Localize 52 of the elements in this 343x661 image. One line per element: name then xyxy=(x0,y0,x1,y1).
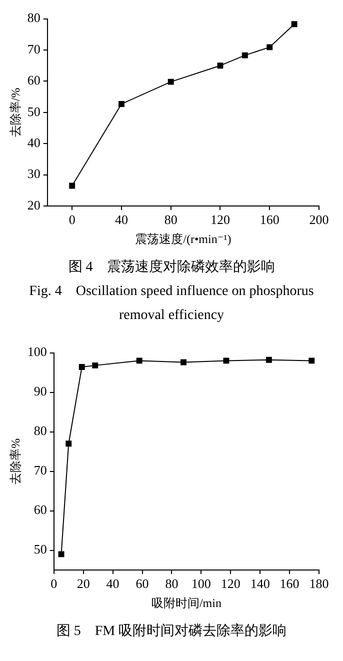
x-tick-label: 120 xyxy=(220,576,240,592)
y-tick-label: 70 xyxy=(34,462,47,478)
x-tick-label: 40 xyxy=(106,576,120,592)
x-tick-label: 140 xyxy=(250,576,270,592)
y-tick-label: 50 xyxy=(34,542,47,557)
y-tick-label: 50 xyxy=(27,104,40,119)
x-tick-label: 160 xyxy=(280,576,300,592)
point xyxy=(69,182,76,189)
y-tick-label: 30 xyxy=(27,166,40,182)
x-tick-label: 60 xyxy=(136,576,149,592)
point xyxy=(308,358,315,364)
y-tick-label: 80 xyxy=(27,10,40,26)
x-tick-label: 200 xyxy=(309,212,329,228)
caption: Fig. 4 Oscillation speed influence on phosphorus removal efficiency xyxy=(28,283,315,325)
y-axis-title: 去除率/% xyxy=(8,88,22,138)
x-tick-label: 20 xyxy=(76,576,90,592)
caption: 图 4 震荡速度对除磷效率的影响 xyxy=(67,258,276,277)
y-tick-label: 40 xyxy=(27,135,40,150)
point xyxy=(58,551,64,558)
x-tick-label: 0 xyxy=(50,576,58,592)
x-axis-title: 吸附时间/min xyxy=(151,596,222,610)
y-tick-label: 70 xyxy=(27,41,40,56)
x-tick-label: 0 xyxy=(68,212,76,228)
point xyxy=(118,101,124,107)
point xyxy=(92,362,98,368)
y-tick-label: 20 xyxy=(27,197,40,212)
x-tick-label: 100 xyxy=(191,576,211,592)
point xyxy=(223,358,230,364)
y-tick-label: 90 xyxy=(34,384,47,399)
y-tick-label: 60 xyxy=(27,72,40,88)
x-tick-label: 40 xyxy=(114,212,128,228)
y-tick-label: 80 xyxy=(34,423,47,438)
y-axis-title: 去除率% xyxy=(8,438,22,484)
point xyxy=(291,21,298,28)
point xyxy=(217,62,224,69)
x-tick-label: 80 xyxy=(165,576,178,592)
x-tick-label: 160 xyxy=(260,212,280,228)
x-tick-label: 80 xyxy=(164,212,178,228)
caption: 图 5 FM 吸附时间对磷去除率的影响 xyxy=(55,622,288,641)
x-tick-label: 120 xyxy=(210,212,230,228)
point xyxy=(180,359,186,366)
y-tick-label: 60 xyxy=(34,502,47,518)
point xyxy=(136,358,142,364)
point xyxy=(66,440,72,447)
x-axis-title: 震荡速度/(r•min⁻¹) xyxy=(135,232,232,246)
point xyxy=(168,78,174,85)
point xyxy=(266,356,272,363)
x-tick-label: 180 xyxy=(309,576,329,592)
point xyxy=(242,52,248,58)
point xyxy=(78,364,85,370)
point xyxy=(266,44,273,50)
y-tick-label: 100 xyxy=(27,344,47,360)
